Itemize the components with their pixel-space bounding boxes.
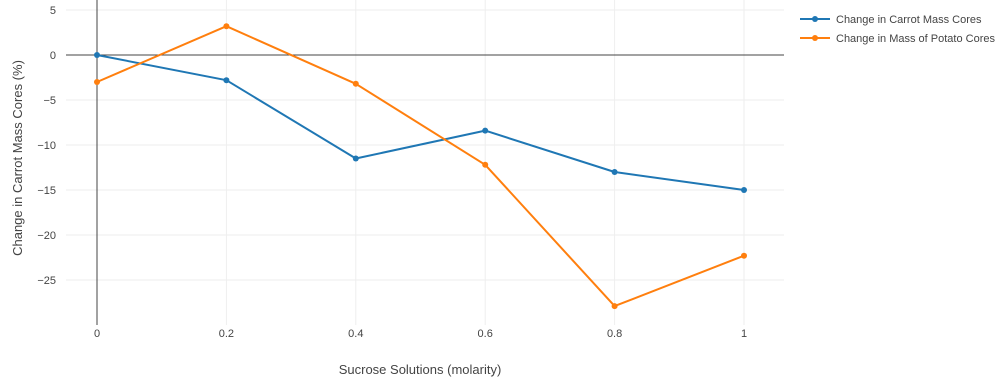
data-point bbox=[223, 23, 230, 30]
data-point bbox=[482, 127, 489, 134]
legend-item[interactable]: Change in Carrot Mass Cores bbox=[800, 14, 982, 26]
x-tick-label: 1 bbox=[741, 328, 747, 340]
legend-marker bbox=[812, 16, 818, 22]
data-point bbox=[352, 80, 359, 87]
y-axis-tick-labels: 5 0 −5 −10 −15 −20 −25 bbox=[37, 5, 56, 287]
series-line bbox=[96, 25, 745, 308]
y-tick-label: −15 bbox=[37, 185, 56, 197]
legend-label: Change in Carrot Mass Cores bbox=[836, 14, 982, 26]
x-tick-label: 0.6 bbox=[478, 328, 493, 340]
data-point bbox=[352, 155, 359, 162]
legend-label: Change in Mass of Potato Cores bbox=[836, 33, 995, 45]
data-point bbox=[482, 161, 489, 168]
data-point bbox=[741, 187, 747, 193]
data-point bbox=[94, 79, 100, 85]
x-tick-label: 0.8 bbox=[607, 328, 622, 340]
y-tick-label: 0 bbox=[50, 50, 56, 62]
y-tick-label: −5 bbox=[43, 95, 56, 107]
data-point bbox=[223, 77, 230, 84]
series-line bbox=[96, 54, 745, 191]
x-tick-label: 0.4 bbox=[348, 328, 363, 340]
x-tick-label: 0.2 bbox=[219, 328, 234, 340]
x-axis-title: Sucrose Solutions (molarity) bbox=[339, 362, 502, 377]
x-axis-tick-labels: 0 0.2 0.4 0.6 0.8 1 bbox=[94, 328, 747, 340]
y-tick-label: −10 bbox=[37, 140, 56, 152]
legend[interactable]: Change in Carrot Mass Cores Change in Mas… bbox=[800, 14, 995, 45]
y-tick-label: −20 bbox=[37, 230, 56, 242]
y-tick-label: −25 bbox=[37, 275, 56, 287]
y-axis-title: Change in Carrot Mass Cores (%) bbox=[10, 60, 25, 256]
series-group bbox=[94, 52, 747, 193]
y-tick-label: 5 bbox=[50, 5, 56, 17]
legend-marker bbox=[812, 35, 818, 41]
data-point bbox=[94, 52, 100, 58]
series-group bbox=[94, 23, 747, 310]
series-layer bbox=[94, 23, 747, 310]
data-point bbox=[741, 252, 747, 259]
y-gridlines bbox=[66, 9, 784, 281]
x-tick-label: 0 bbox=[94, 328, 100, 340]
data-point bbox=[611, 169, 618, 175]
legend-item[interactable]: Change in Mass of Potato Cores bbox=[800, 33, 995, 45]
data-point bbox=[611, 303, 618, 310]
